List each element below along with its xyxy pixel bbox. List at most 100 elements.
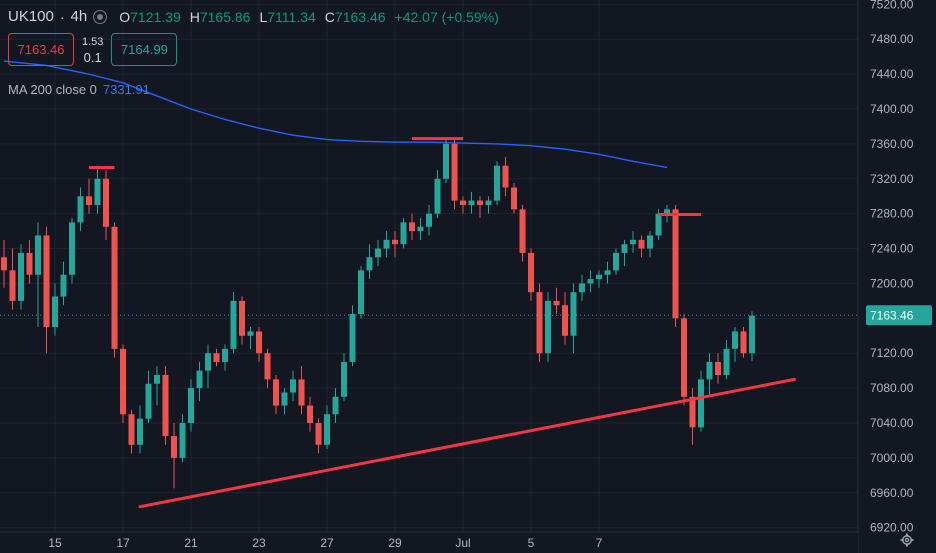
gear-icon[interactable] xyxy=(900,533,914,547)
candle xyxy=(732,327,738,362)
candle-body xyxy=(256,331,262,354)
candle xyxy=(145,370,152,423)
price-tick-label: 6920.00 xyxy=(870,521,914,535)
symbol-legend: UK100 · 4h O7121.39 H7165.86 L7111.34 C7… xyxy=(8,8,499,25)
price-tick-label: 7480.00 xyxy=(870,32,914,46)
candle-body xyxy=(111,226,118,349)
candles xyxy=(1,139,755,489)
candle-body xyxy=(60,274,67,297)
time-tick-label: 15 xyxy=(48,536,62,550)
candle-body xyxy=(9,270,16,301)
candle xyxy=(281,388,288,415)
candle xyxy=(196,361,203,402)
sell-button[interactable]: 7163.46 xyxy=(8,33,74,66)
candle-body xyxy=(281,392,288,406)
candle-body xyxy=(230,300,237,349)
price-tick-label: 6960.00 xyxy=(870,486,914,500)
candle-body xyxy=(502,165,509,188)
candle-body xyxy=(77,196,84,223)
candle-body xyxy=(188,388,194,423)
candle-body xyxy=(485,200,492,205)
candle-body xyxy=(545,300,551,354)
candle-body xyxy=(94,178,101,205)
candle xyxy=(630,231,636,253)
candle xyxy=(638,235,645,258)
candle xyxy=(43,226,50,354)
indicator-value: 7331.91 xyxy=(102,82,150,97)
candle xyxy=(18,244,24,310)
candle xyxy=(60,261,67,306)
candle-body xyxy=(417,226,424,232)
candle xyxy=(426,204,432,236)
candle xyxy=(375,239,381,266)
candle xyxy=(468,191,475,214)
candle-body xyxy=(562,305,568,336)
candle-body xyxy=(154,375,160,384)
candle-body xyxy=(69,222,75,275)
candle xyxy=(672,204,679,328)
candle xyxy=(94,165,101,214)
price-tick-label: 7240.00 xyxy=(870,242,914,256)
candle xyxy=(519,204,526,262)
candle xyxy=(570,283,577,354)
candle xyxy=(341,353,347,402)
candle xyxy=(485,196,492,214)
open-label: O xyxy=(119,8,131,25)
trend-drawings[interactable] xyxy=(89,137,796,509)
close-value: 7163.46 xyxy=(334,8,386,25)
candle-body xyxy=(247,331,254,336)
hide-eye-icon[interactable] xyxy=(93,9,108,24)
candle xyxy=(562,292,568,345)
candle-body xyxy=(519,209,526,253)
price-tick-label: 7000.00 xyxy=(870,451,914,465)
candle-body xyxy=(52,296,58,328)
candle xyxy=(528,248,534,301)
candle-body xyxy=(307,405,313,423)
candle xyxy=(451,139,458,210)
candle xyxy=(188,379,194,432)
candle xyxy=(502,156,509,197)
candle xyxy=(553,287,560,314)
interval-label[interactable]: 4h xyxy=(70,8,88,25)
candle xyxy=(681,313,687,406)
candle-body xyxy=(604,270,611,275)
time-tick-label: 27 xyxy=(320,536,334,550)
time-tick-label: 21 xyxy=(184,536,198,550)
candle xyxy=(9,248,16,310)
candle-body xyxy=(239,300,245,336)
open-value: 7121.39 xyxy=(130,8,181,25)
candle xyxy=(69,218,75,284)
candle xyxy=(706,353,713,397)
candle xyxy=(239,296,245,345)
candle-body xyxy=(451,143,458,201)
candle xyxy=(298,366,305,415)
candle-body xyxy=(647,235,653,249)
candle-body xyxy=(409,222,415,232)
candle-body xyxy=(383,239,390,249)
high-value: 7165.86 xyxy=(199,8,251,25)
price-axis[interactable]: 7520.00 7480.00 7440.00 7400.00 7360.00 7320.… xyxy=(857,0,936,553)
candle-body xyxy=(579,283,585,293)
candle xyxy=(494,161,500,205)
candle-body xyxy=(621,244,628,253)
candle-body xyxy=(358,270,364,314)
candle-body xyxy=(749,315,755,354)
candle-body xyxy=(392,239,398,245)
candle-body xyxy=(273,379,279,406)
candle-body xyxy=(528,252,534,293)
candle-body xyxy=(426,213,432,227)
buy-button[interactable]: 7164.99 xyxy=(111,33,178,66)
candle xyxy=(332,388,339,423)
quantity-value[interactable]: 0.1 xyxy=(83,49,102,65)
indicator-legend[interactable]: MA 200 close 0 7331.91 xyxy=(8,82,150,97)
candle-body xyxy=(638,239,645,249)
time-axis[interactable]: 15 17 21 23 27 29 Jul 5 7 xyxy=(0,531,858,553)
candle xyxy=(179,414,186,463)
candle-body xyxy=(375,248,381,258)
candle-body xyxy=(196,370,203,389)
candle xyxy=(349,305,356,367)
symbol-name[interactable]: UK100 xyxy=(8,8,54,25)
candle xyxy=(213,348,220,367)
candle-body xyxy=(213,353,220,362)
